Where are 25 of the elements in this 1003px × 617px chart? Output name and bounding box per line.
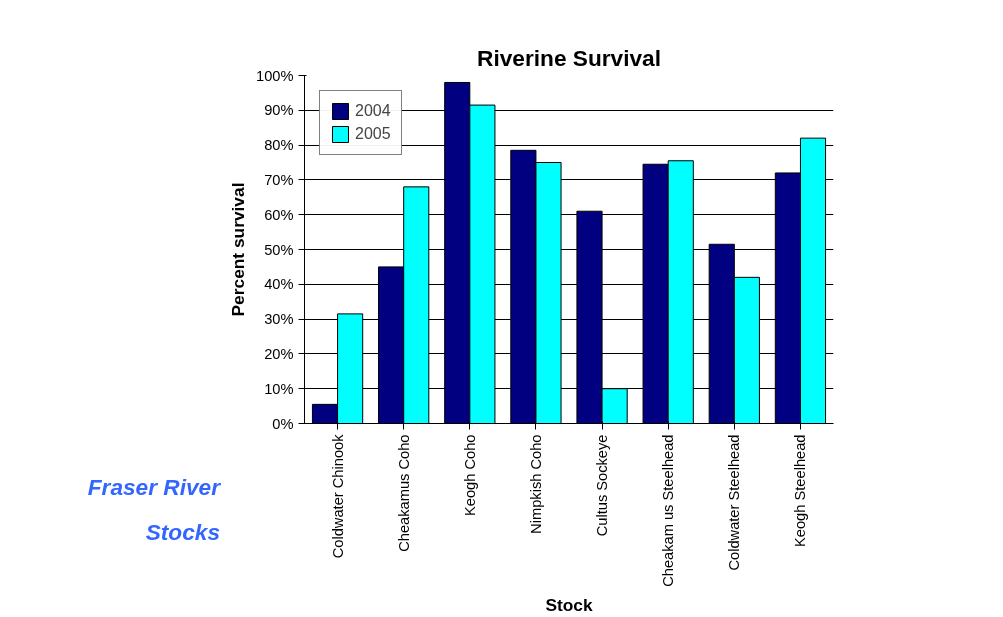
- y-tick-label: 80%: [264, 137, 294, 154]
- x-tick-label: Cultus Sockeye: [594, 434, 611, 537]
- y-tick-label: 0%: [272, 415, 294, 432]
- x-axis-title: Stock: [545, 594, 593, 615]
- text: Fraser River Stocks: [87, 473, 220, 548]
- y-tick-label: 60%: [264, 206, 294, 223]
- chart-title: Riverine Survival: [477, 44, 661, 71]
- y-tick-label: 10%: [264, 380, 294, 397]
- x-tick-label: Nimpkish Coho: [527, 434, 544, 534]
- y-axis-title: Percent survival: [228, 182, 249, 317]
- y-tick-label: 30%: [264, 311, 294, 328]
- x-tick-label: Cheakam us Steelhead: [660, 434, 677, 587]
- y-tick-label: 70%: [264, 171, 294, 188]
- legend-label: 2005: [355, 125, 391, 143]
- x-tick-label: Coldwater Steelhead: [726, 434, 743, 571]
- x-tick-label: Keogh Steelhead: [792, 434, 809, 547]
- y-tick-label: 20%: [264, 345, 294, 362]
- x-tick-label: Coldwater Chinook: [329, 433, 346, 559]
- y-tick-label: 40%: [264, 276, 294, 293]
- x-tick-label: Cheakamus Coho: [395, 434, 412, 552]
- y-tick-label: 90%: [264, 102, 294, 119]
- legend-label: 2004: [355, 102, 391, 120]
- y-tick-label: 100%: [256, 67, 294, 84]
- x-tick-label: Keogh Coho: [461, 434, 478, 516]
- y-tick-label: 50%: [264, 241, 294, 258]
